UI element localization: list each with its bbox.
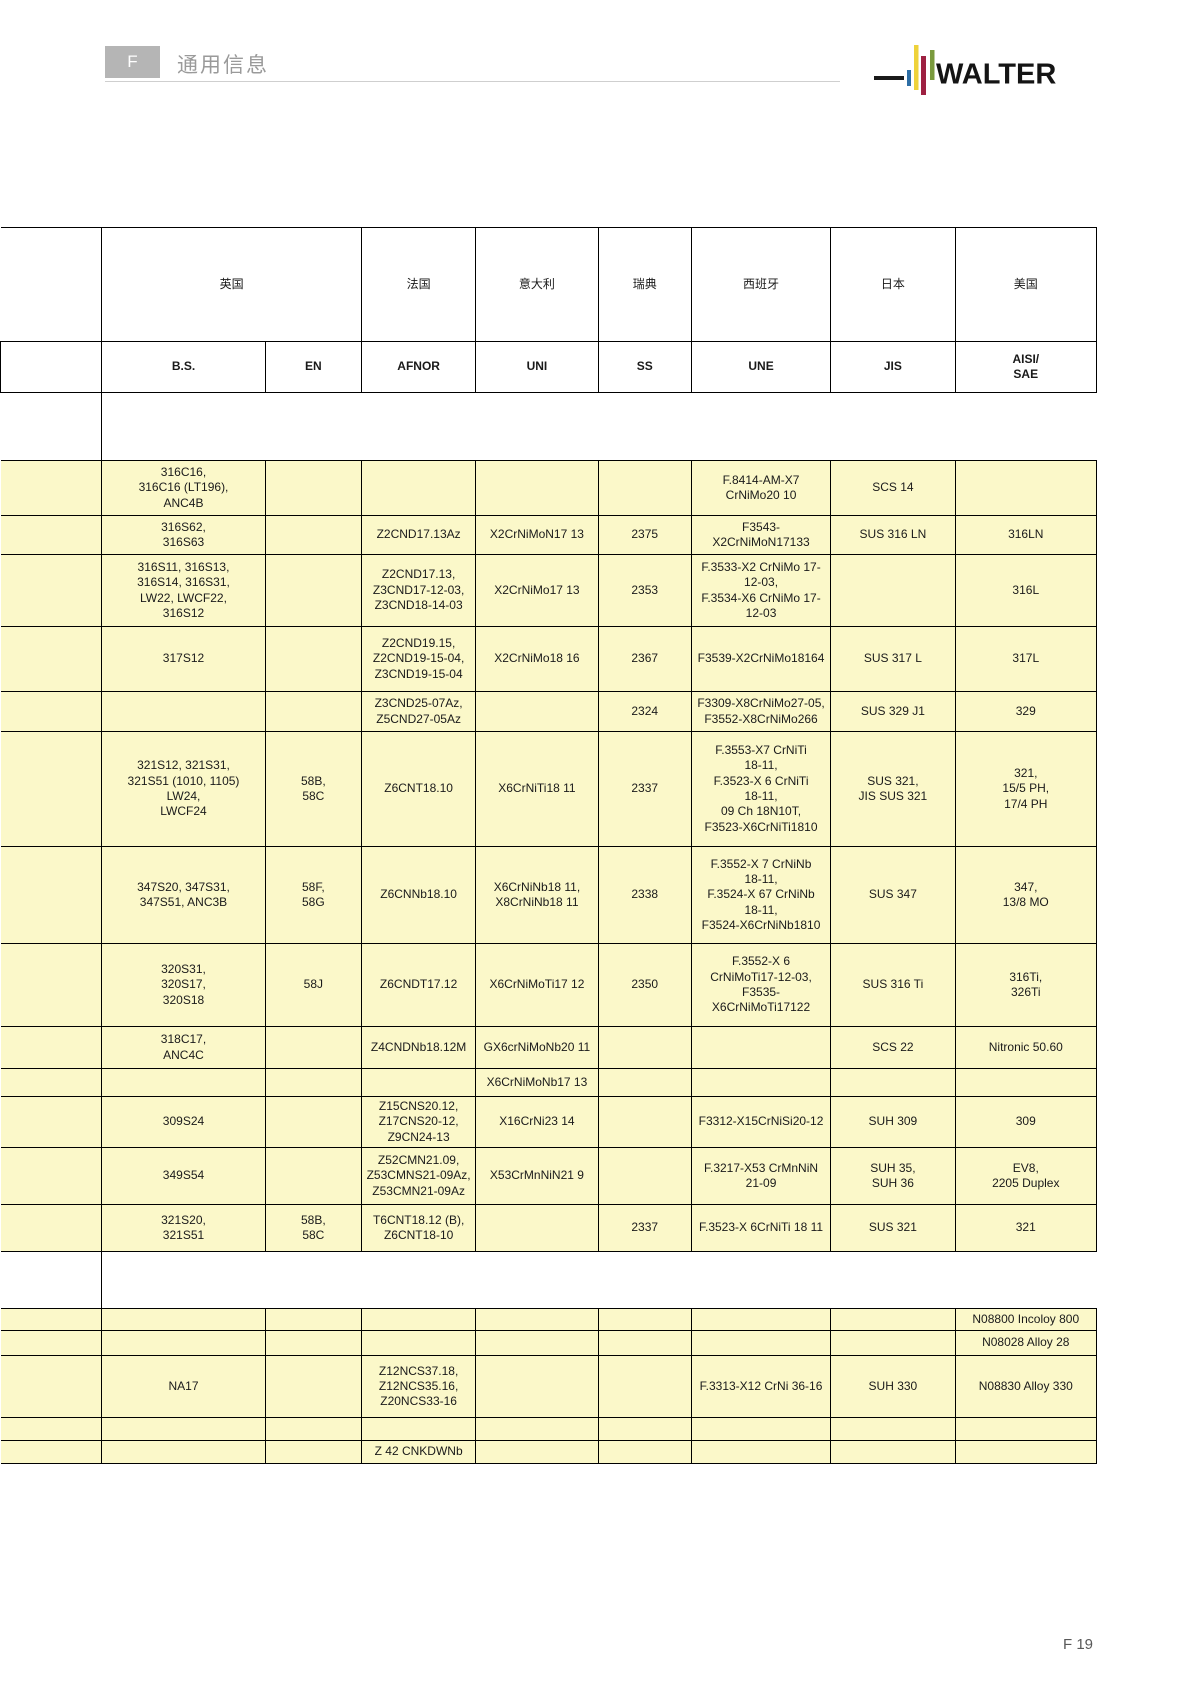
svg-text:WALTER: WALTER [936,59,1056,91]
